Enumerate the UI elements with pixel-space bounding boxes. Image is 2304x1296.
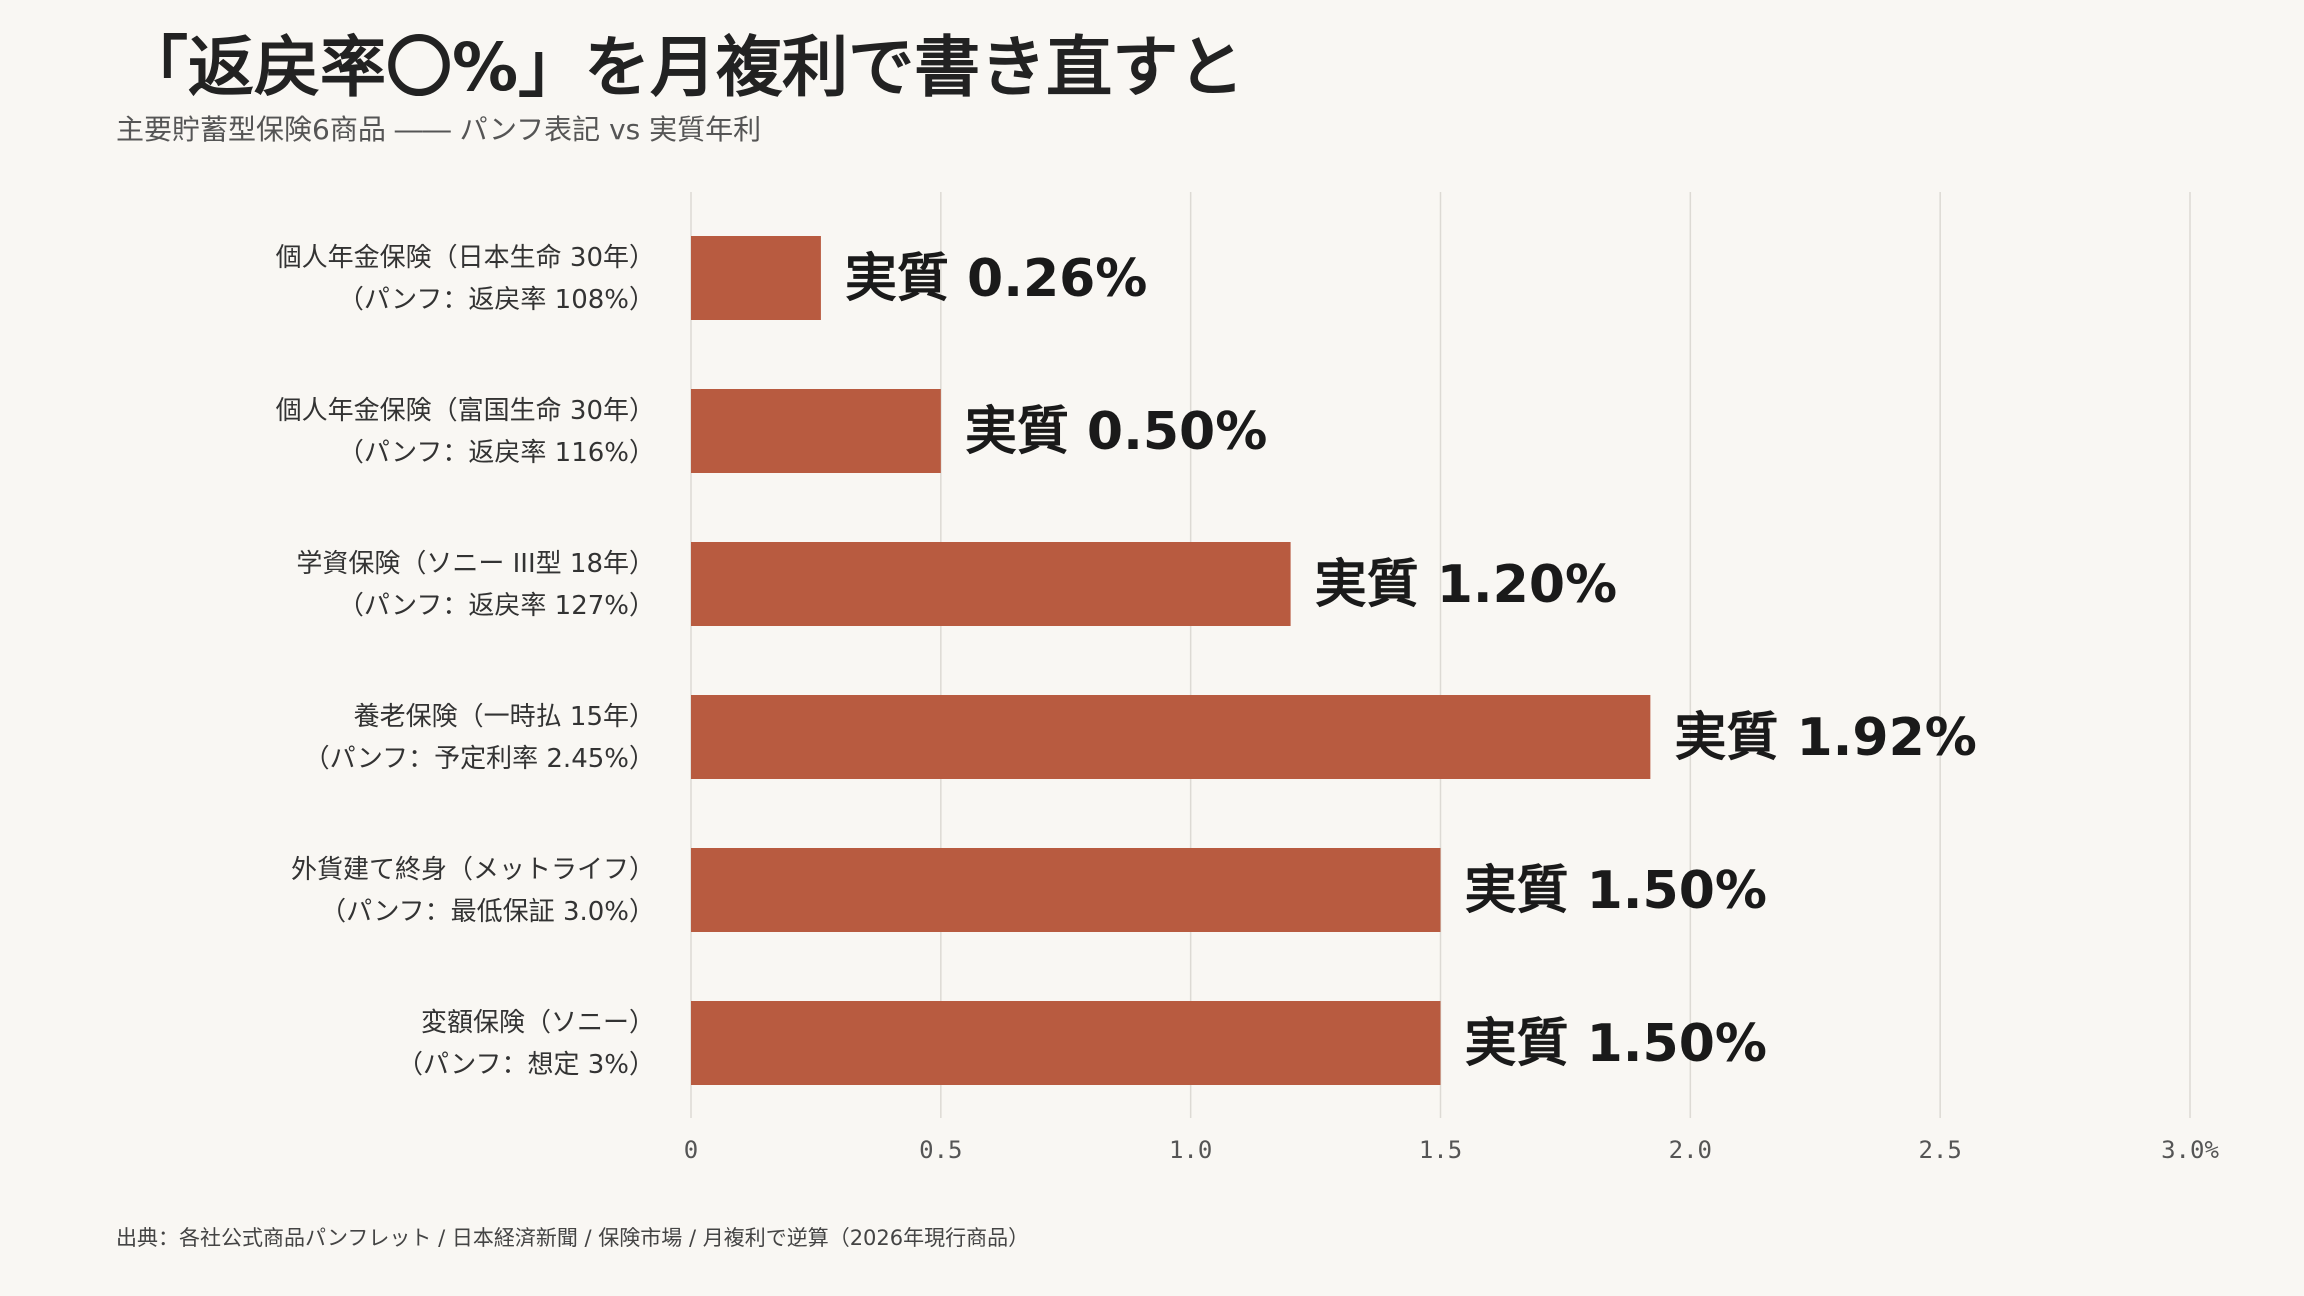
x-tick-label: 2.5 <box>1918 1136 1961 1164</box>
bar <box>691 695 1651 779</box>
data-label: 実質 0.26% <box>845 249 1148 309</box>
category-label: 養老保険（一時払 15年） <box>354 702 655 732</box>
data-label: 実質 1.20% <box>1315 555 1618 615</box>
source-note: 出典：各社公式商品パンフレット / 日本経済新聞 / 保険市場 / 月複利で逆算… <box>116 1226 1030 1250</box>
data-label: 実質 1.92% <box>1674 708 1977 768</box>
category-label: 個人年金保険（日本生命 30年） <box>276 243 655 273</box>
category-sublabel: （パンフ：返戻率 116%） <box>338 438 655 468</box>
chart-subtitle: 主要貯蓄型保険6商品 ―― パンフ表記 vs 実質年利 <box>116 113 762 146</box>
bar <box>691 236 821 320</box>
bar <box>691 848 1441 932</box>
chart-title: 「返戻率〇%」を月複利で書き直すと <box>122 29 1245 106</box>
category-sublabel: （パンフ：予定利率 2.45%） <box>304 744 655 774</box>
category-label: 個人年金保険（富国生命 30年） <box>276 396 655 426</box>
category-sublabel: （パンフ：想定 3%） <box>397 1050 655 1080</box>
x-tick-label: 1.5 <box>1419 1136 1462 1164</box>
x-tick-label: 3.0% <box>2161 1136 2219 1164</box>
category-sublabel: （パンフ：最低保証 3.0%） <box>320 897 655 927</box>
x-tick-label: 2.0 <box>1669 1136 1712 1164</box>
category-label: 外貨建て終身（メットライフ） <box>291 855 655 885</box>
bar <box>691 389 941 473</box>
x-tick-label: 0 <box>684 1136 698 1164</box>
category-label: 変額保険（ソニー） <box>421 1008 655 1038</box>
bar <box>691 542 1291 626</box>
data-label: 実質 1.50% <box>1465 1014 1768 1074</box>
x-tick-label: 0.5 <box>919 1136 962 1164</box>
category-sublabel: （パンフ：返戻率 127%） <box>338 591 655 621</box>
data-label: 実質 0.50% <box>965 402 1268 462</box>
bar <box>691 1001 1441 1085</box>
category-sublabel: （パンフ：返戻率 108%） <box>338 285 655 315</box>
category-label: 学資保険（ソニー III型 18年） <box>296 549 655 579</box>
data-label: 実質 1.50% <box>1465 861 1768 921</box>
x-tick-label: 1.0 <box>1169 1136 1212 1164</box>
